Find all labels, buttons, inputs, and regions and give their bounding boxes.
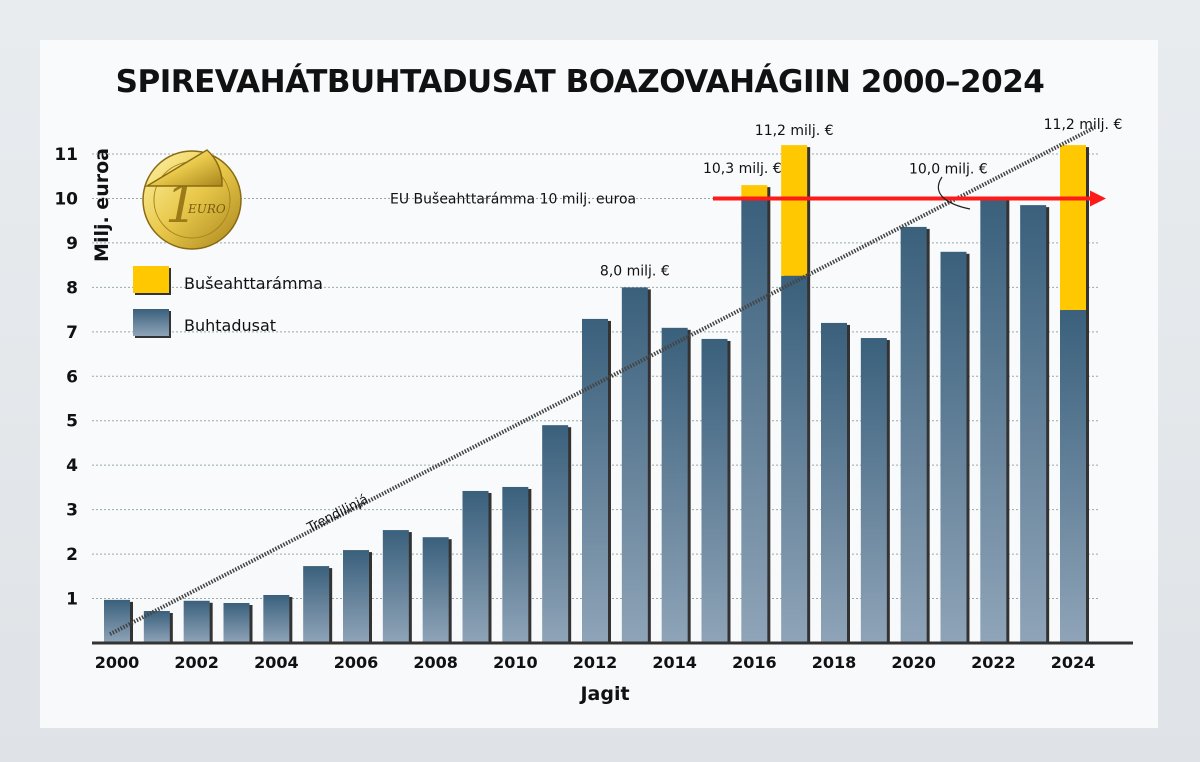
bar-buhtadusat-2016 [741, 198, 768, 644]
y-tick-label: 8 [66, 278, 78, 298]
x-tick-label: 2022 [971, 653, 1016, 672]
bar-buhtadusat-2019 [860, 338, 887, 643]
bar-buhtadusat-2005 [303, 566, 330, 643]
bar-buhtadusat-2020 [900, 226, 927, 643]
data-label-2013: 8,0 milj. € [600, 263, 670, 279]
bar-buhtadusat-2018 [821, 322, 847, 643]
x-axis-label: Jagit [578, 683, 629, 705]
y-tick-label: 10 [54, 189, 78, 209]
x-tick-label: 2002 [174, 653, 219, 672]
y-tick-label: 5 [66, 412, 78, 432]
x-tick-label: 2000 [95, 653, 140, 672]
pointer-arrow-icon [937, 176, 971, 210]
trendline-label: Trendilinjá [304, 492, 371, 536]
bar-buhtadusat-2014 [661, 327, 688, 643]
legend: Bušeahttarámma Buhtadusat [133, 266, 323, 338]
bar-buhtadusat-2001 [143, 610, 170, 643]
bar-buhtadusat-2023 [1020, 205, 1047, 643]
data-label-2017: 11,2 milj. € [755, 123, 834, 139]
data-label-2016: 10,3 milj. € [703, 161, 782, 177]
bar-buhtadusat-2015 [701, 338, 728, 643]
reference-line-label: EU Bušeahttarámma 10 milj. euroa [390, 191, 636, 207]
bar-buhtadusat-2017 [781, 275, 808, 643]
bar-buseahttaramma-2016 [741, 185, 768, 199]
euro-coin-icon: 1 EURO [142, 149, 242, 250]
y-tick-label: 3 [66, 501, 78, 521]
bar-buhtadusat-2022 [980, 198, 1007, 644]
bar-buhtadusat-2021 [940, 251, 967, 644]
x-tick-label: 2018 [812, 653, 857, 672]
bar-buhtadusat-2003 [223, 602, 250, 643]
bar-buhtadusat-2008 [422, 537, 449, 643]
legend-label-buhtadusat: Buhtadusat [184, 316, 276, 335]
data-label-2024: 11,2 milj. € [1044, 117, 1123, 133]
bar-buhtadusat-2000 [104, 599, 130, 643]
arrow-head-icon [1090, 190, 1106, 207]
bar-buhtadusat-2009 [462, 490, 489, 643]
y-tick-label: 11 [54, 145, 78, 165]
bar-buhtadusat-2012 [582, 318, 608, 643]
y-tick-label: 9 [66, 234, 78, 254]
x-tick-label: 2006 [334, 653, 379, 672]
y-axis-label: Milj. euroa [91, 148, 113, 262]
bar-buhtadusat-2007 [382, 530, 409, 643]
y-tick-label: 2 [66, 545, 78, 565]
bar-buseahttaramma-2024 [1060, 145, 1086, 311]
x-tick-label: 2020 [891, 653, 936, 672]
bar-buhtadusat-2006 [343, 550, 369, 643]
x-tick-label: 2008 [413, 653, 458, 672]
svg-text:EURO: EURO [187, 202, 226, 216]
bar-buhtadusat-2004 [263, 594, 290, 643]
bar-buhtadusat-2002 [183, 600, 210, 643]
bar-buhtadusat-2013 [621, 287, 648, 643]
x-tick-label: 2012 [573, 653, 618, 672]
y-tick-label: 7 [66, 323, 78, 343]
bar-buhtadusat-2010 [502, 486, 529, 643]
chart-title: SPIREVAHÁTBUHTADUSAT BOAZOVAHÁGIIN 2000–… [116, 64, 1045, 100]
x-tick-label: 2014 [652, 653, 697, 672]
y-tick-label: 6 [66, 367, 78, 387]
y-tick-label: 4 [66, 456, 78, 476]
y-tick-label: 1 [66, 590, 78, 610]
bar-buhtadusat-2011 [542, 425, 569, 643]
bar-buseahttaramma-2017 [781, 145, 808, 276]
legend-label-buseahttaramma: Bušeahttarámma [184, 274, 323, 293]
x-tick-label: 2016 [732, 653, 777, 672]
x-tick-label: 2010 [493, 653, 538, 672]
x-tick-label: 2024 [1051, 653, 1096, 672]
bar-buhtadusat-2024 [1060, 310, 1086, 643]
data-label-2022: 10,0 milj. € [909, 161, 988, 177]
x-tick-label: 2004 [254, 653, 299, 672]
